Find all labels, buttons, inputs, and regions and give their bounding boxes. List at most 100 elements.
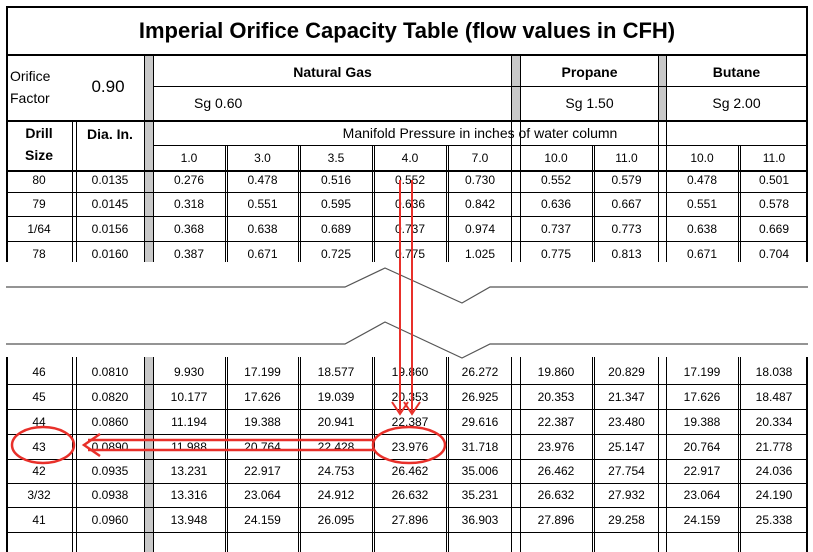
gas-group-name: Natural Gas	[293, 64, 372, 80]
flow-value-cell: 0.552	[540, 173, 572, 187]
table-title: Imperial Orifice Capacity Table (flow va…	[138, 18, 676, 43]
flow-value-cell: 25.147	[608, 440, 645, 454]
flow-value-cell: 29.616	[461, 415, 499, 429]
flow-value-cell: 0.478	[247, 173, 278, 187]
horizontal-arrow-lines	[88, 438, 374, 452]
specific-gravity: Sg 2.00	[712, 95, 761, 111]
flow-value-cell: 0.636	[540, 197, 572, 211]
flow-value-cell: 0.773	[611, 222, 642, 236]
flow-value-cell: 21.778	[755, 440, 793, 454]
pressure-header: 11.0	[762, 151, 786, 165]
flow-value-cell: 0.737	[540, 222, 572, 236]
pressure-header: 4.0	[401, 151, 419, 165]
flow-value-cell: 23.064	[244, 488, 281, 502]
flow-value-cell: 27.896	[537, 513, 575, 527]
col-header-dia: Dia. In.	[87, 126, 133, 142]
diameter-cell: 0.0810	[91, 365, 129, 379]
flow-value-cell: 0.775	[394, 247, 426, 261]
row-divider	[6, 384, 808, 385]
flow-value-cell: 0.667	[611, 197, 642, 211]
horizontal-arrow-head	[81, 432, 101, 458]
grid-line	[658, 56, 659, 120]
flow-value-cell: 0.368	[173, 222, 205, 236]
flow-value-cell: 17.626	[244, 390, 281, 404]
flow-value-cell: 10.177	[170, 390, 208, 404]
flow-value-cell: 0.842	[464, 197, 496, 211]
flow-value-cell: 36.903	[461, 513, 499, 527]
drill-size-cell: 80	[32, 173, 46, 187]
flow-value-cell: 20.334	[755, 415, 793, 429]
flow-value-cell: 19.039	[317, 390, 355, 404]
row-divider	[6, 434, 808, 435]
flow-value-cell: 0.704	[758, 247, 790, 261]
pressure-header: 3.5	[327, 151, 345, 165]
flow-value-cell: 13.231	[170, 464, 208, 478]
flow-value-cell: 0.516	[320, 173, 352, 187]
diameter-cell: 0.0960	[91, 513, 129, 527]
flow-value-cell: 19.860	[537, 365, 575, 379]
flow-value-cell: 0.478	[686, 173, 718, 187]
flow-value-highlight-circle	[371, 425, 447, 465]
flow-value-cell: 27.896	[391, 513, 429, 527]
flow-value-cell: 0.552	[394, 173, 426, 187]
row-divider	[6, 483, 808, 484]
flow-value-cell: 0.387	[173, 247, 205, 261]
vertical-arrow-lines	[399, 180, 413, 412]
flow-value-cell: 26.632	[391, 488, 429, 502]
drill-size-cell: 44	[32, 415, 46, 429]
orifice-factor-label: Factor	[10, 90, 50, 106]
drill-size-cell: 45	[32, 390, 46, 404]
flow-value-cell: 0.276	[173, 173, 205, 187]
flow-value-cell: 0.671	[247, 247, 278, 261]
flow-value-cell: 35.231	[461, 488, 499, 502]
flow-value-cell: 0.551	[247, 197, 278, 211]
drill-size-cell: 1/64	[27, 222, 51, 236]
break-line-bottom	[6, 321, 808, 359]
flow-value-cell: 20.764	[683, 440, 721, 454]
specific-gravity: Sg 0.60	[194, 95, 243, 111]
flow-value-cell: 0.636	[394, 197, 426, 211]
flow-value-cell: 23.480	[608, 415, 645, 429]
flow-value-cell: 35.006	[461, 464, 499, 478]
flow-value-cell: 1.025	[464, 247, 496, 261]
flow-value-cell: 17.199	[683, 365, 721, 379]
gas-group-name: Butane	[712, 64, 761, 80]
specific-gravity: Sg 1.50	[565, 95, 614, 111]
col-header-drill: Drill	[25, 125, 53, 141]
flow-value-cell: 18.577	[317, 365, 355, 379]
flow-value-cell: 29.258	[608, 513, 645, 527]
flow-value-cell: 26.272	[461, 365, 499, 379]
orifice-factor-value: 0.90	[91, 77, 125, 96]
diameter-cell: 0.0938	[91, 488, 129, 502]
flow-value-cell: 23.976	[537, 440, 575, 454]
flow-value-cell: 0.725	[320, 247, 352, 261]
flow-value-cell: 13.948	[170, 513, 208, 527]
row-divider	[6, 409, 808, 410]
flow-value-cell: 22.917	[683, 464, 721, 478]
flow-value-cell: 0.638	[247, 222, 278, 236]
flow-value-cell: 0.551	[686, 197, 718, 211]
flow-value-cell: 24.912	[317, 488, 355, 502]
drill-size-cell: 42	[32, 464, 46, 478]
flow-value-cell: 9.930	[173, 365, 205, 379]
grid-line	[154, 145, 806, 146]
header-divider	[6, 170, 808, 172]
row-divider	[6, 192, 808, 193]
flow-value-cell: 0.974	[464, 222, 496, 236]
flow-value-cell: 24.036	[755, 464, 793, 478]
flow-value-cell: 0.813	[611, 247, 642, 261]
break-line-top	[6, 267, 808, 304]
flow-value-cell: 0.578	[758, 197, 790, 211]
row-divider	[6, 459, 808, 460]
flow-value-cell: 22.917	[244, 464, 281, 478]
pressure-header: 3.0	[254, 151, 271, 165]
drill-size-cell: 3/32	[27, 488, 51, 502]
flow-value-cell: 26.925	[461, 390, 499, 404]
flow-value-cell: 0.671	[686, 247, 718, 261]
title-divider	[6, 54, 808, 56]
gray-separator-bar	[659, 56, 666, 120]
flow-value-cell: 25.338	[755, 513, 793, 527]
flow-value-cell: 24.159	[683, 513, 721, 527]
diameter-cell: 0.0135	[91, 173, 129, 187]
